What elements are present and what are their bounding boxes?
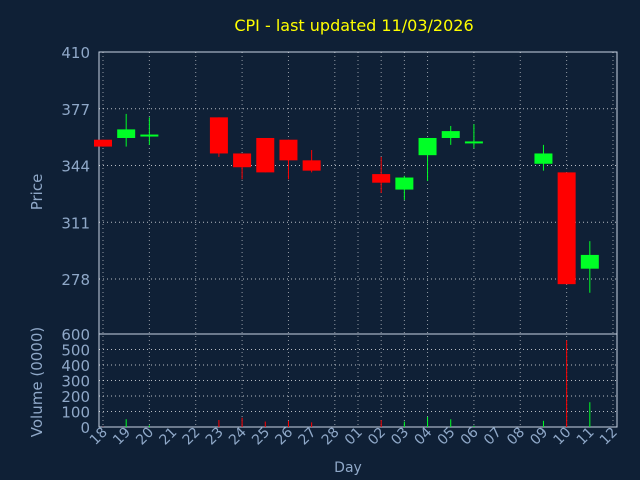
x-tick-label: 18 [87,425,111,449]
candle-body [209,117,228,154]
x-tick-label: 03 [388,425,412,449]
x-tick-label: 10 [551,425,575,449]
x-tick-label: 12 [597,425,621,449]
candle-body [302,160,321,171]
price-tick-label: 410 [61,44,90,62]
x-tick-label: 04 [411,424,435,448]
price-tick-label: 377 [61,101,90,119]
price-axis-label: Price [28,174,46,211]
volume-tick-label: 600 [61,326,90,344]
chart-title: CPI - last updated 11/03/2026 [234,16,473,35]
volume-tick-label: 500 [61,342,90,360]
x-tick-label: 01 [342,425,366,449]
x-tick-label: 11 [574,425,598,449]
x-tick-label: 19 [110,425,134,449]
volume-tick-label: 100 [61,404,90,422]
candle-body [464,141,483,144]
candle-body [557,172,576,285]
x-tick-label: 28 [319,425,343,449]
x-tick-label: 23 [203,425,227,449]
x-tick-label: 05 [435,425,459,449]
candle-body [395,177,414,190]
x-tick-label: 20 [133,425,157,449]
candle-body [534,153,553,164]
x-tick-label: 24 [226,424,250,448]
price-tick-label: 344 [61,158,90,176]
candle-body [256,137,275,173]
volume-tick-label: 0 [80,419,90,437]
candle-body [140,134,159,137]
candle-body [372,174,391,183]
x-axis-label: Day [334,460,362,476]
x-tick-label: 21 [156,425,180,449]
x-tick-label: 06 [458,424,482,448]
x-tick-label: 09 [527,425,551,449]
x-tick-label: 07 [481,425,505,449]
candle-body [418,137,437,156]
x-tick-label: 26 [272,424,296,448]
candle-body [580,254,599,269]
candle-body [117,129,136,138]
candle-body [233,153,252,168]
volume-tick-label: 200 [61,388,90,406]
candle-body [94,139,112,147]
price-tick-label: 278 [61,271,90,289]
x-tick-label: 08 [504,425,528,449]
x-tick-label: 22 [180,425,204,449]
x-tick-label: 02 [365,425,389,449]
x-tick-label: 25 [249,425,273,449]
volume-tick-label: 400 [61,357,90,375]
x-tick-label: 27 [296,425,320,449]
price-tick-label: 311 [61,214,90,232]
candle-body [441,131,460,138]
candle-body [279,139,298,161]
volume-tick-label: 300 [61,373,90,391]
volume-axis-label: Volume (0000) [28,327,46,437]
